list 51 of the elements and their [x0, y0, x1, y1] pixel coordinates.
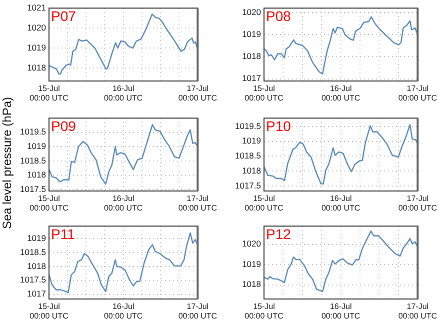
y-tick-label: 1019.5 [235, 120, 262, 131]
y-tick-label: 1018 [27, 260, 46, 271]
chart-title: P08 [266, 8, 292, 24]
x-tick-label: 15-Jul 00:00 UTC [244, 194, 284, 213]
y-tick-label: 1018 [27, 62, 46, 72]
x-tick-label: 16-Jul 00:00 UTC [104, 194, 143, 213]
y-tick-label: 1019 [27, 232, 46, 243]
x-tick-label: 15-Jul 00:00 UTC [244, 302, 284, 321]
x-tick-label: 17-Jul 00:00 UTC [178, 84, 218, 103]
y-axis-title: Sea level pressure (hPa) [0, 96, 15, 232]
chart-title: P12 [266, 226, 292, 242]
x-tick-label: 15-Jul 00:00 UTC [244, 84, 284, 103]
y-tick-label: 1019 [242, 258, 262, 269]
y-tick-label: 1020 [242, 6, 262, 17]
y-tick-label: 1021 [27, 2, 46, 12]
y-tick-label: 1019 [27, 141, 46, 152]
x-tick-label: 17-Jul 00:00 UTC [398, 84, 438, 103]
x-tick-label: 16-Jul 00:00 UTC [321, 194, 360, 213]
x-tick-label: 16-Jul 00:00 UTC [104, 84, 143, 103]
y-tick-label: 1017.5 [20, 184, 46, 194]
y-tick-label: 1019 [242, 28, 262, 39]
y-tick-label: 1018 [242, 279, 262, 290]
y-tick-label: 1017.5 [20, 274, 46, 285]
x-tick-label: 17-Jul 00:00 UTC [178, 194, 218, 213]
y-tick-label: 1019 [242, 136, 262, 146]
y-tick-label: 1017 [27, 288, 46, 299]
chart-title: P11 [51, 226, 76, 242]
x-tick-label: 17-Jul 00:00 UTC [398, 302, 438, 321]
x-tick-label: 16-Jul 00:00 UTC [321, 302, 360, 321]
y-tick-label: 1020 [27, 22, 46, 32]
x-tick-label: 16-Jul 00:00 UTC [321, 84, 360, 103]
y-tick-label: 1018 [242, 165, 262, 176]
chart-title: P10 [266, 118, 292, 134]
y-tick-label: 1018 [242, 51, 262, 62]
y-tick-label: 1020 [242, 238, 262, 249]
x-tick-label: 16-Jul 00:00 UTC [104, 302, 143, 321]
chart-title: P07 [51, 8, 76, 24]
y-tick-label: 1017.5 [235, 180, 262, 190]
x-tick-label: 17-Jul 00:00 UTC [398, 194, 438, 213]
y-tick-label: 1018.5 [235, 150, 262, 161]
chart-title: P09 [51, 118, 76, 134]
y-tick-label: 1017 [242, 73, 262, 84]
y-tick-label: 1018.5 [20, 155, 46, 166]
x-tick-label: 17-Jul 00:00 UTC [178, 302, 218, 321]
y-tick-label: 1019.5 [20, 126, 46, 137]
y-tick-label: 1019 [27, 42, 46, 52]
y-tick-label: 1018.5 [20, 246, 46, 257]
x-tick-label: 15-Jul 00:00 UTC [30, 302, 69, 321]
x-tick-label: 15-Jul 00:00 UTC [30, 194, 69, 213]
x-tick-label: 15-Jul 00:00 UTC [30, 84, 69, 103]
y-tick-label: 1018 [27, 170, 46, 180]
